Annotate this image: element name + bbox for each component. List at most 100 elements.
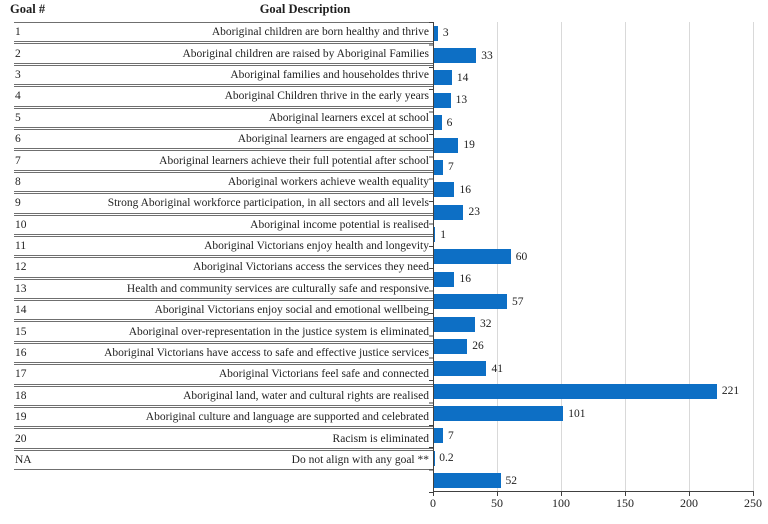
goal-description: Aboriginal families and householdes thri… <box>230 68 429 81</box>
table-row: 11 Aboriginal Victorians enjoy health and… <box>14 235 433 257</box>
gridline <box>625 22 626 491</box>
table-row: 3 Aboriginal families and householdes thr… <box>14 64 433 86</box>
bar-value-label: 221 <box>721 385 740 398</box>
bar-row: 23 <box>434 201 754 223</box>
bar-row: 1 <box>434 223 754 245</box>
goal-number: 20 <box>15 432 27 445</box>
bar <box>434 182 455 198</box>
goal-description: Health and community services are cultur… <box>126 282 429 295</box>
bar <box>434 48 477 64</box>
bar <box>434 338 468 354</box>
table-row: 17 Aboriginal Victorians feel safe and co… <box>14 364 433 385</box>
bar <box>434 92 451 108</box>
goal-description: Strong Aboriginal workforce participatio… <box>107 197 429 210</box>
bar <box>434 473 501 489</box>
bar <box>434 204 464 220</box>
goal-number: 8 <box>15 175 21 188</box>
goal-number: 10 <box>15 218 27 231</box>
bar-row: 7 <box>434 425 754 447</box>
bar-series: 3 33 14 13 6 19 7 16 23 1 60 16 57 32 26 41 221 101 7 0.2 52 <box>434 22 754 492</box>
bar <box>434 271 455 287</box>
bar <box>434 70 452 86</box>
goal-number: 4 <box>15 90 21 103</box>
bar-row: 33 <box>434 44 754 66</box>
table-row: 10 Aboriginal income potential is realise… <box>14 214 433 235</box>
goal-description: Aboriginal culture and language are supp… <box>145 411 429 424</box>
goal-description: Aboriginal learners achieve their full p… <box>159 154 429 167</box>
bar <box>434 361 487 377</box>
bar-value-label: 7 <box>447 429 454 442</box>
goal-number: 15 <box>15 325 27 338</box>
table-row: 1 Aboriginal children are born healthy an… <box>14 22 433 43</box>
goal-number: 14 <box>15 304 27 317</box>
goal-description: Aboriginal learners are engaged at schoo… <box>237 133 429 146</box>
goal-number: 2 <box>15 47 21 60</box>
x-axis-tick-label: 150 <box>616 496 634 510</box>
table-row: 5 Aboriginal learners excel at school <box>14 107 433 128</box>
goal-number: 11 <box>15 240 27 253</box>
goal-number: 9 <box>15 197 21 210</box>
goal-number: 7 <box>15 154 21 167</box>
table-row: 9 Strong Aboriginal workforce participati… <box>14 193 433 214</box>
bar-value-label: 6 <box>446 116 453 129</box>
bar-value-label: 101 <box>568 407 586 420</box>
goal-number: 6 <box>15 133 21 146</box>
bar-row: 52 <box>434 470 754 492</box>
bar-value-label: 41 <box>491 362 503 375</box>
bar-row: 101 <box>434 402 754 424</box>
bar <box>434 227 436 243</box>
goal-description: Aboriginal income potential is realised <box>250 218 429 231</box>
x-axis-tick-label: 0 <box>430 496 436 510</box>
bar-value-label: 32 <box>479 318 492 331</box>
bar-value-label: 60 <box>515 250 528 263</box>
goal-description: Aboriginal Victorians enjoy social and e… <box>154 304 429 317</box>
bar-row: 32 <box>434 313 754 335</box>
gridline <box>753 22 754 491</box>
x-axis-tick-label: 250 <box>744 496 762 510</box>
bar <box>434 115 442 131</box>
bar-value-label: 26 <box>472 340 484 353</box>
bar-value-label: 52 <box>505 474 518 487</box>
bar-row: 0.2 <box>434 447 754 469</box>
goal-description: Aboriginal Victorians enjoy health and l… <box>204 240 429 253</box>
bar-row: 16 <box>434 179 754 201</box>
bar-row: 57 <box>434 291 754 313</box>
goal-table: 1 Aboriginal children are born healthy an… <box>14 22 433 471</box>
goal-description: Aboriginal land, water and cultural righ… <box>183 389 429 402</box>
bar-value-label: 13 <box>455 94 468 107</box>
table-row: 8 Aboriginal workers achieve wealth equal… <box>14 171 433 193</box>
bar <box>434 249 511 265</box>
table-row: 7 Aboriginal learners achieve their full … <box>14 150 433 171</box>
bar-row: 7 <box>434 156 754 178</box>
bar-row: 41 <box>434 358 754 380</box>
goal-number: 17 <box>15 368 27 381</box>
bar <box>434 406 564 422</box>
goal-description: Aboriginal Victorians access the service… <box>192 261 429 274</box>
bar-row: 221 <box>434 380 754 402</box>
goal-number: 16 <box>15 347 27 360</box>
goal-number: 3 <box>15 68 21 81</box>
bar-value-label: 7 <box>447 161 454 174</box>
bar-value-label: 19 <box>463 139 475 152</box>
bar-chart-plot-area: 3 33 14 13 6 19 7 16 23 1 60 16 57 32 26 41 221 101 7 0.2 52 <box>429 22 755 496</box>
goal-description-column-header: Goal Description <box>259 2 351 16</box>
y-axis-tick-marks <box>429 22 433 493</box>
goal-description: Aboriginal Victorians have access to saf… <box>104 347 429 360</box>
bar-value-label: 1 <box>440 228 447 241</box>
goal-description: Racism is eliminated <box>332 432 429 445</box>
x-axis-tick-marks <box>433 492 755 496</box>
table-row: 16 Aboriginal Victorians have access to s… <box>14 342 433 364</box>
bar-row: 60 <box>434 246 754 268</box>
goal-number: 13 <box>15 282 27 295</box>
table-row: 14 Aboriginal Victorians enjoy social and… <box>14 300 433 321</box>
bar-value-label: 3 <box>442 27 449 40</box>
table-row: 15 Aboriginal over-representation in the … <box>14 321 433 342</box>
bar-value-label: 0.2 <box>439 452 454 465</box>
bar-row: 19 <box>434 134 754 156</box>
goal-description: Aboriginal learners excel at school <box>268 111 429 124</box>
table-row: 19 Aboriginal culture and language are su… <box>14 407 433 428</box>
bar <box>434 383 717 399</box>
x-axis-tick-label: 200 <box>680 496 698 510</box>
bar <box>434 316 475 332</box>
